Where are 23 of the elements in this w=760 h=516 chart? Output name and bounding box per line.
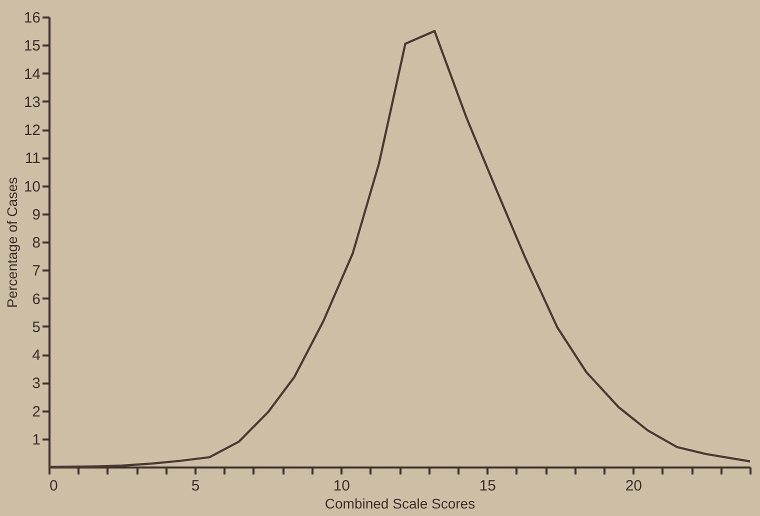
y-tick-label: 12 <box>24 122 40 139</box>
y-tick-label: 6 <box>32 290 40 308</box>
y-tick-label: 3 <box>32 375 40 392</box>
y-tick-label: 9 <box>32 206 40 224</box>
y-tick-label: 5 <box>32 318 40 336</box>
y-tick-label: 4 <box>32 347 40 364</box>
x-tick-label: 0 <box>50 478 58 494</box>
y-axis-title: Percentage of Cases <box>4 177 20 308</box>
x-tick-label: 15 <box>479 478 496 494</box>
x-tick-label: 20 <box>625 478 642 494</box>
x-tick-label: 10 <box>333 478 350 494</box>
y-tick-label: 13 <box>24 94 40 111</box>
y-tick-label: 2 <box>32 403 40 420</box>
x-tick-label: 5 <box>191 478 200 494</box>
y-tick-label: 15 <box>24 38 40 55</box>
y-tick-label: 8 <box>32 234 40 252</box>
y-tick-label: 7 <box>32 262 40 280</box>
y-tick-label: 10 <box>24 178 40 196</box>
y-tick-label: 1 <box>32 431 40 448</box>
x-axis-title: Combined Scale Scores <box>324 496 476 512</box>
y-tick-label: 16 <box>24 10 40 26</box>
y-tick-label: 11 <box>24 150 40 168</box>
y-tick-label: 14 <box>24 66 40 83</box>
